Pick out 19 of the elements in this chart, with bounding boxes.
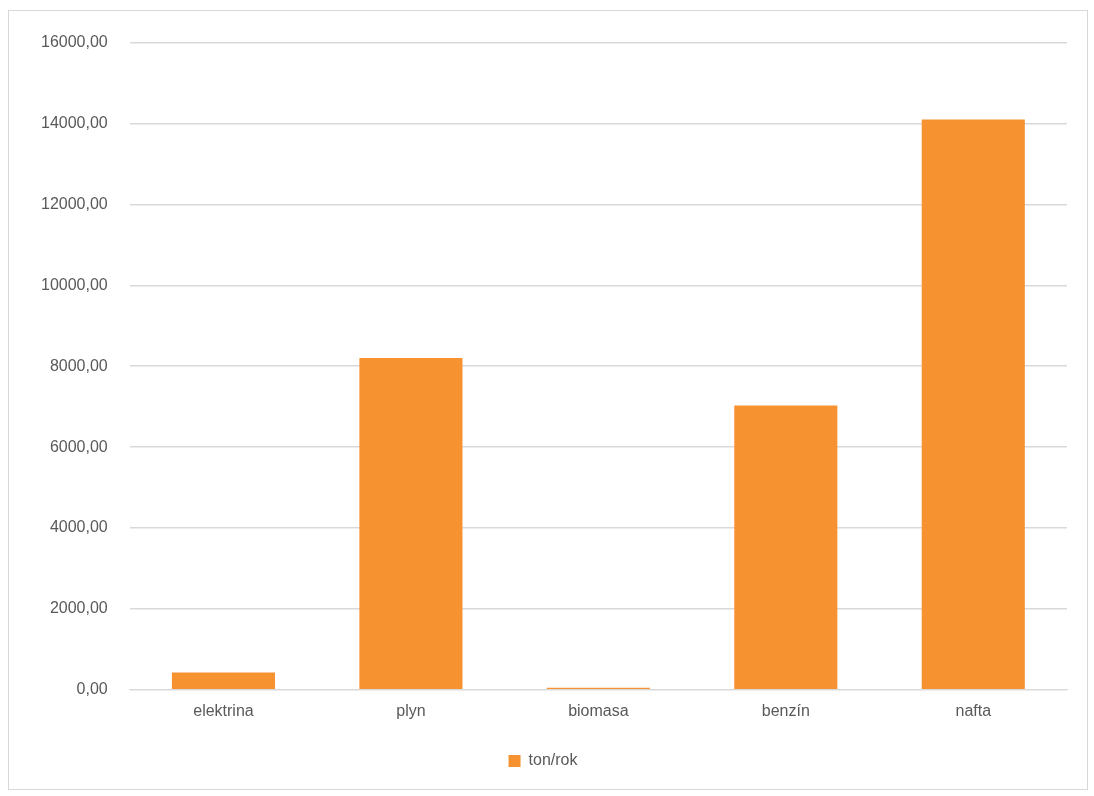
x-tick-label: biomasa [568,701,629,719]
y-tick-label: 12000,00 [41,194,108,212]
legend-label: ton/rok [528,751,579,769]
y-tick-label: 8000,00 [49,356,108,374]
y-tick-label: 14000,00 [41,113,108,131]
y-tick-label: 0,00 [76,680,108,698]
y-tick-label: 16000,00 [41,33,108,51]
x-tick-label: elektrina [193,701,254,719]
y-tick-label: 10000,00 [41,275,108,293]
bar [921,119,1025,690]
x-tick-label: benzín [761,701,810,719]
x-tick-label: plyn [396,701,426,719]
y-tick-label: 4000,00 [49,518,108,536]
bar [171,672,276,690]
bar [359,358,463,690]
bar [734,405,838,690]
y-tick-label: 6000,00 [49,437,108,455]
y-tick-label: 2000,00 [49,599,108,617]
x-tick-label: nafta [955,701,992,719]
